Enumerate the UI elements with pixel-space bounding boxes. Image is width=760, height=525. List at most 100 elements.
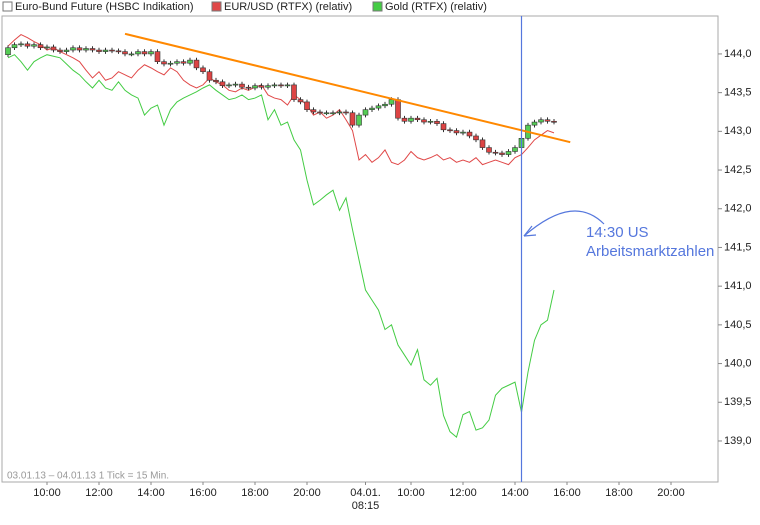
series-line (7, 54, 555, 438)
candle-body (414, 117, 421, 121)
candle-body (330, 112, 336, 115)
candle-body (408, 117, 414, 122)
candle-body (135, 51, 141, 55)
legend-label: EUR/USD (RTFX) (relativ) (224, 1, 352, 13)
x-tick-label: 10:00 (397, 487, 425, 499)
candle-body (63, 49, 70, 52)
y-tick-label: 140,0 (724, 357, 752, 369)
annotation-arrow (523, 210, 605, 237)
candle-body (206, 71, 213, 81)
candle-body (447, 129, 453, 132)
arrow-head (523, 225, 537, 237)
candle-body (167, 62, 174, 65)
y-tick-label: 143,5 (724, 87, 752, 99)
candle-body (505, 151, 512, 155)
candle-body (219, 81, 226, 86)
candle-body (427, 120, 434, 123)
y-tick-label: 142,0 (724, 203, 752, 215)
candle-body (245, 86, 252, 89)
candle-body (102, 49, 109, 52)
event-label: Arbeitsmarktzahlen (586, 243, 714, 260)
candle-body (174, 61, 180, 64)
x-tick-label: 16:00 (189, 487, 217, 499)
candle-body (323, 112, 330, 115)
candle-body (141, 51, 148, 55)
y-tick-label: 141,5 (724, 241, 752, 253)
candle-body (544, 119, 551, 122)
candle-body (291, 84, 297, 100)
x-tick-label: 14:00 (137, 487, 165, 499)
candle-body (388, 99, 395, 105)
candle-body (278, 84, 284, 87)
candle-body (187, 59, 193, 64)
legend-swatch (2, 1, 13, 12)
plot-frame (1, 15, 719, 483)
candle-body (531, 121, 538, 126)
candle-body (232, 83, 239, 86)
candle-body (265, 85, 271, 88)
x-tick-label: 04.01. 08:15 (350, 487, 381, 512)
candle-body (109, 49, 115, 52)
y-tick-label: 143,0 (724, 125, 752, 137)
x-tick-label: 10:00 (33, 487, 61, 499)
candle-body (395, 99, 401, 119)
candle-body (440, 123, 447, 131)
candle-body (226, 84, 232, 87)
x-tick-label: 16:00 (553, 487, 581, 499)
candle-body (310, 109, 317, 113)
candle-body (122, 51, 128, 55)
legend-label: Gold (RTFX) (relativ) (385, 1, 487, 13)
y-tick-label: 141,0 (724, 280, 752, 292)
candle-body (44, 46, 50, 49)
y-tick-label: 142,5 (724, 164, 752, 176)
candle-body (24, 43, 31, 47)
candle-body (421, 119, 427, 123)
candle-body (252, 85, 258, 89)
candle-body (284, 84, 291, 87)
y-tick-label: 139,0 (724, 435, 752, 447)
candle-body (154, 51, 161, 62)
x-tick-label: 12:00 (449, 487, 477, 499)
trend-line (124, 32, 571, 144)
candle-body (538, 119, 544, 123)
candle-body (11, 44, 18, 49)
x-tick-label: 18:00 (241, 487, 269, 499)
candle-body (466, 131, 473, 137)
candle-body (180, 61, 187, 64)
candle-body (473, 135, 479, 141)
candle-body (369, 107, 375, 110)
candle-body (193, 59, 200, 69)
candle-body (492, 151, 499, 154)
x-tick-label: 14:00 (501, 487, 529, 499)
candle-body (31, 44, 37, 47)
candle-body (89, 48, 96, 51)
x-tick-label: 20:00 (657, 487, 685, 499)
x-tick-label: 12:00 (85, 487, 113, 499)
candle-body (239, 83, 245, 88)
candle-body (37, 44, 44, 49)
y-tick-label: 140,5 (724, 319, 752, 331)
candle-body (499, 152, 505, 155)
candle-body (161, 61, 167, 65)
x-tick-label: 20:00 (293, 487, 321, 499)
series-line (7, 33, 555, 166)
candle-body (356, 114, 362, 126)
candle-body (18, 43, 24, 46)
candle-body (70, 47, 76, 51)
candle-body (76, 47, 83, 51)
candle-body (213, 79, 219, 83)
y-tick-label: 139,5 (724, 396, 752, 408)
candle-body (317, 111, 323, 114)
candle-body (551, 120, 557, 123)
candle-body (343, 111, 349, 114)
candle-body (50, 46, 57, 51)
y-tick-label: 144,0 (724, 48, 752, 60)
footnote: 03.01.13 – 04.01.13 1 Tick = 15 Min. (7, 471, 169, 482)
candle-body (479, 139, 486, 148)
event-label: 14:30 US (586, 224, 649, 241)
x-tick-label: 18:00 (605, 487, 633, 499)
candle-body (57, 49, 63, 52)
candle-body (258, 85, 265, 88)
candle-body (434, 120, 440, 124)
